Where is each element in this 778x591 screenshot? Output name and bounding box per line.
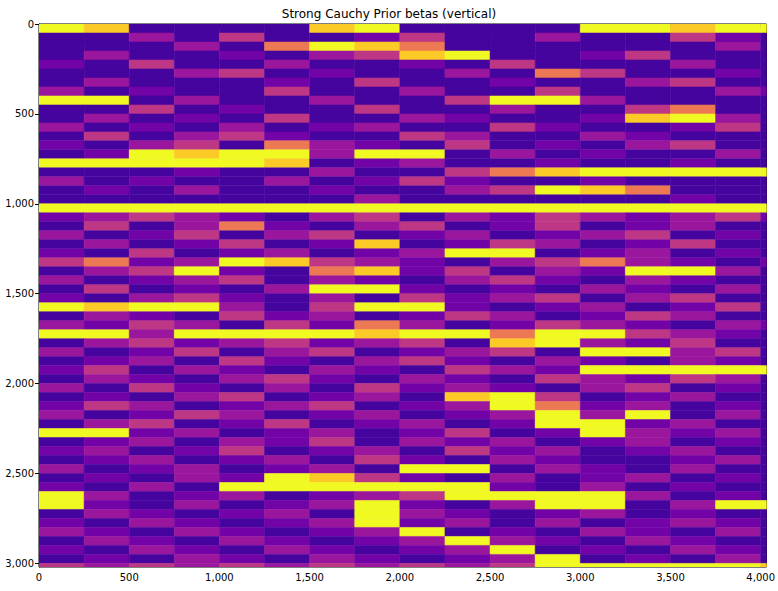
svg-text:3,000: 3,000 <box>566 572 595 583</box>
svg-text:2,000: 2,000 <box>386 572 415 583</box>
svg-text:2,000: 2,000 <box>5 378 34 389</box>
svg-text:2,500: 2,500 <box>476 572 505 583</box>
svg-text:2,500: 2,500 <box>5 468 34 479</box>
svg-text:3,000: 3,000 <box>5 558 34 569</box>
svg-text:1,000: 1,000 <box>205 572 234 583</box>
svg-text:500: 500 <box>15 108 34 119</box>
svg-text:3,500: 3,500 <box>656 572 685 583</box>
svg-text:Strong Cauchy Prior betas (ver: Strong Cauchy Prior betas (vertical) <box>282 7 496 21</box>
svg-text:0: 0 <box>36 572 42 583</box>
svg-text:1,500: 1,500 <box>295 572 324 583</box>
svg-text:1,000: 1,000 <box>5 198 34 209</box>
svg-text:500: 500 <box>120 572 139 583</box>
svg-text:1,500: 1,500 <box>5 288 34 299</box>
svg-text:0: 0 <box>28 19 34 30</box>
svg-text:4,000: 4,000 <box>746 572 775 583</box>
